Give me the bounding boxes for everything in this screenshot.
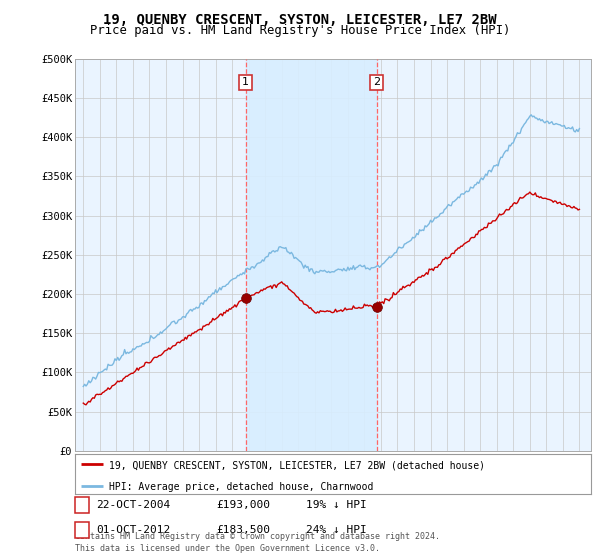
Text: 19% ↓ HPI: 19% ↓ HPI bbox=[306, 500, 367, 510]
Text: £193,000: £193,000 bbox=[216, 500, 270, 510]
Text: 19, QUENBY CRESCENT, SYSTON, LEICESTER, LE7 2BW (detached house): 19, QUENBY CRESCENT, SYSTON, LEICESTER, … bbox=[109, 460, 485, 470]
Text: 19, QUENBY CRESCENT, SYSTON, LEICESTER, LE7 2BW: 19, QUENBY CRESCENT, SYSTON, LEICESTER, … bbox=[103, 13, 497, 27]
Text: 1: 1 bbox=[79, 500, 86, 510]
Text: Contains HM Land Registry data © Crown copyright and database right 2024.
This d: Contains HM Land Registry data © Crown c… bbox=[75, 532, 440, 553]
Text: HPI: Average price, detached house, Charnwood: HPI: Average price, detached house, Char… bbox=[109, 482, 373, 492]
Text: £183,500: £183,500 bbox=[216, 525, 270, 535]
Text: Price paid vs. HM Land Registry's House Price Index (HPI): Price paid vs. HM Land Registry's House … bbox=[90, 24, 510, 37]
Text: 2: 2 bbox=[79, 525, 86, 535]
Bar bbox=[245, 59, 377, 451]
Text: 1: 1 bbox=[242, 77, 249, 87]
Text: 24% ↓ HPI: 24% ↓ HPI bbox=[306, 525, 367, 535]
Text: 2: 2 bbox=[373, 77, 380, 87]
Text: 22-OCT-2004: 22-OCT-2004 bbox=[96, 500, 170, 510]
Text: 01-OCT-2012: 01-OCT-2012 bbox=[96, 525, 170, 535]
